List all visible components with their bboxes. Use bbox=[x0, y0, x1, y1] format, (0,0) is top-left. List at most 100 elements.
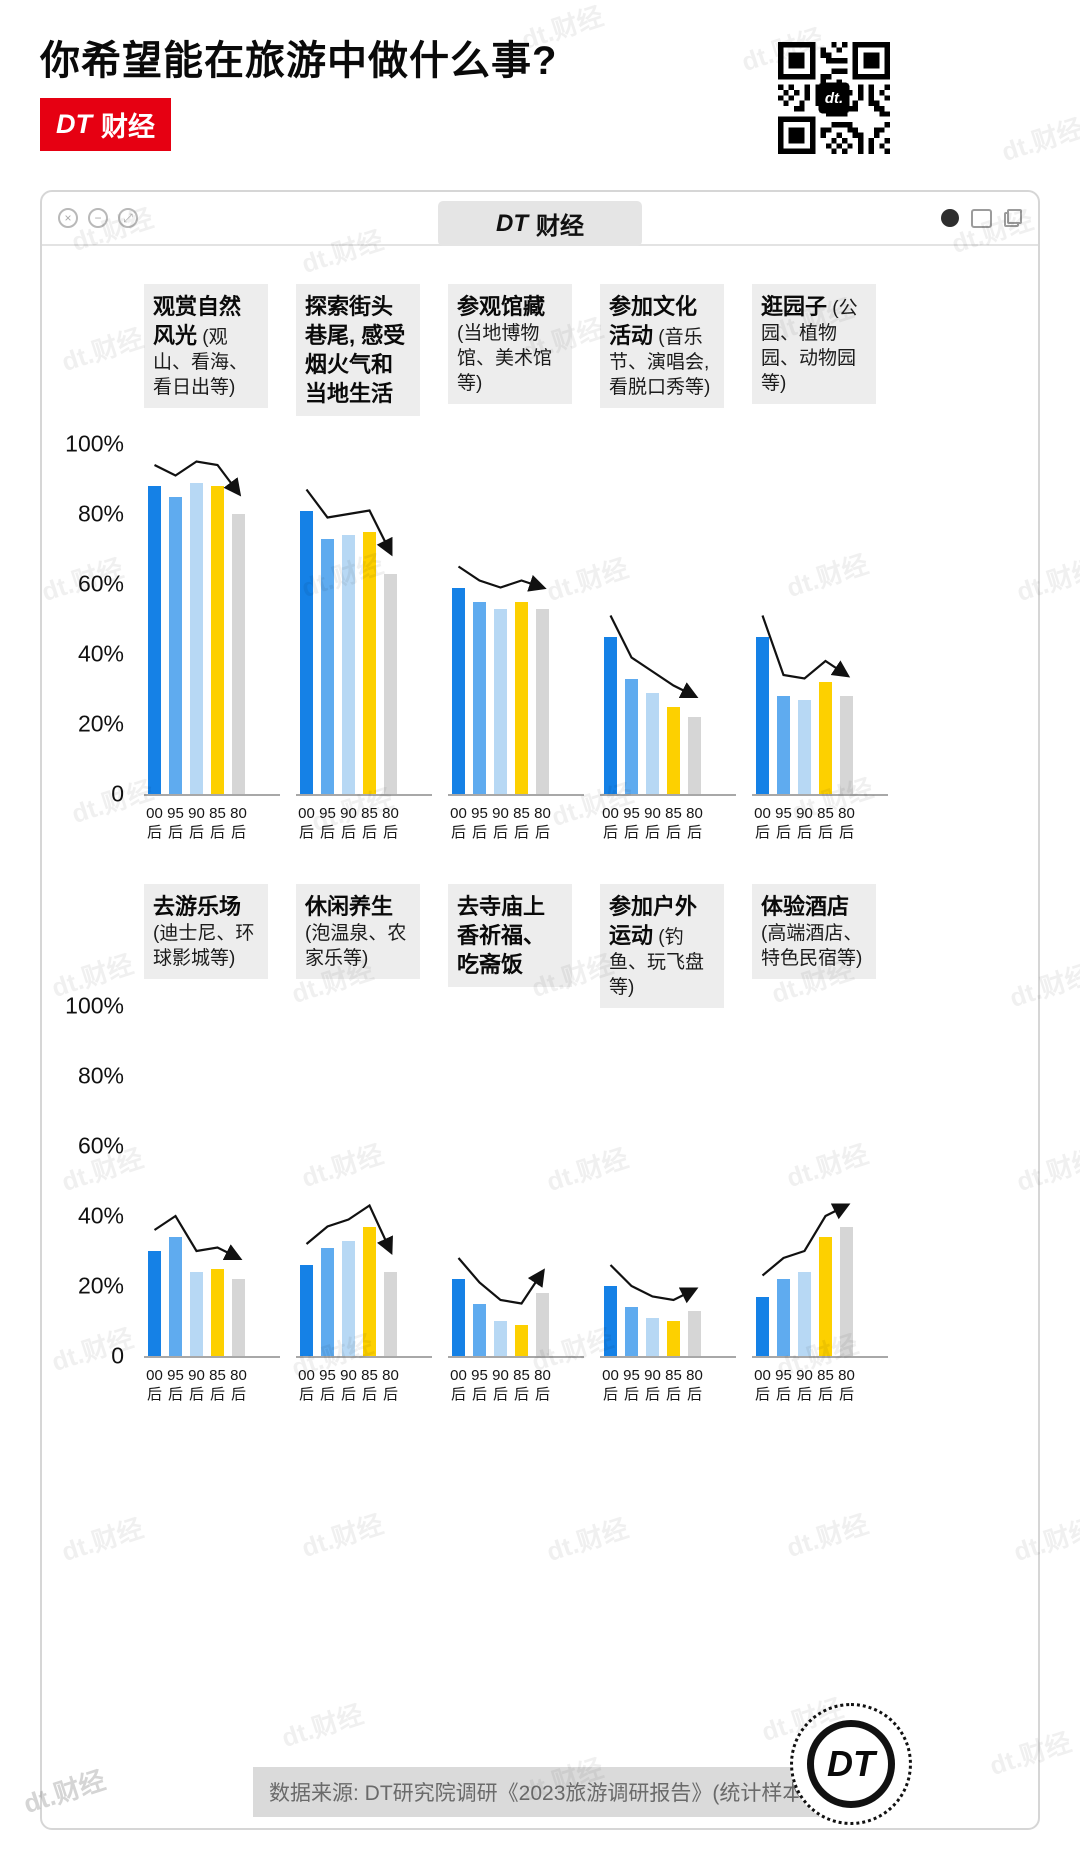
x-axis-label: 90 后 bbox=[188, 805, 205, 841]
category-name: 参加文化活动 bbox=[609, 294, 698, 349]
chart-group: 参加户外运动 (钓鱼、玩飞盘等) 00 后 95 后 90 后 85 后 80 后 bbox=[588, 884, 740, 1405]
bar-slot bbox=[359, 444, 380, 794]
bar-95后 bbox=[169, 1237, 182, 1356]
bar-slot bbox=[317, 1006, 338, 1356]
bar-plot bbox=[296, 1006, 432, 1358]
x-axis-label: 00 后 bbox=[602, 805, 619, 841]
x-axis-label: 80 后 bbox=[838, 805, 855, 841]
copy-icon[interactable] bbox=[1004, 209, 1022, 227]
bar-plot bbox=[144, 444, 280, 796]
category-desc: (音乐节、演唱会, 看脱口秀等) bbox=[609, 327, 711, 399]
x-axis-label: 85 后 bbox=[361, 1367, 378, 1403]
bar-cluster bbox=[296, 1006, 401, 1356]
y-axis-spacer bbox=[42, 284, 132, 444]
bar-00后 bbox=[604, 636, 617, 794]
bar-95后 bbox=[473, 601, 486, 794]
trend-arrow bbox=[761, 615, 851, 680]
bar-plot bbox=[296, 444, 432, 796]
group-header-zone: 去寺庙上香祈福、吃斋饭 bbox=[448, 884, 588, 1006]
bar-cluster bbox=[448, 444, 553, 794]
bar-cluster bbox=[448, 1006, 553, 1356]
bar-slot bbox=[469, 1006, 490, 1356]
x-axis-label: 95 后 bbox=[167, 1367, 184, 1403]
bar-slot bbox=[448, 444, 469, 794]
bar-80后 bbox=[232, 1279, 245, 1356]
page-title: 你希望能在旅游中做什么事? bbox=[40, 39, 558, 83]
bar-slot bbox=[532, 1006, 553, 1356]
x-axis-label: 90 后 bbox=[188, 1367, 205, 1403]
y-axis-tick: 80% bbox=[77, 1062, 124, 1089]
bar-cluster bbox=[144, 1006, 249, 1356]
trend-arrow bbox=[457, 1257, 545, 1305]
group-header-zone: 观赏自然风光 (观山、看海、看日出等) bbox=[144, 284, 284, 444]
x-axis-label: 85 后 bbox=[513, 1367, 530, 1403]
category-header: 观赏自然风光 (观山、看海、看日出等) bbox=[144, 284, 268, 409]
record-icon[interactable] bbox=[941, 209, 959, 227]
bar-slot bbox=[752, 444, 773, 794]
chart-group: 观赏自然风光 (观山、看海、看日出等) 00 后 95 后 90 后 85 后 80 后 bbox=[132, 284, 284, 843]
bar-slot bbox=[511, 1006, 532, 1356]
minimize-icon[interactable]: − bbox=[88, 208, 108, 228]
bar-00后 bbox=[300, 510, 313, 794]
x-axis-label: 00 后 bbox=[754, 1367, 771, 1403]
trend-arrow bbox=[305, 488, 393, 557]
bar-slot bbox=[684, 1006, 705, 1356]
x-axis-label: 80 后 bbox=[686, 805, 703, 841]
x-axis-label: 00 后 bbox=[450, 805, 467, 841]
y-axis-tick: 100% bbox=[65, 992, 124, 1019]
bar-slot bbox=[773, 444, 794, 794]
bar-slot bbox=[317, 444, 338, 794]
chart-group: 体验酒店 (高端酒店、特色民宿等) 00 后 95 后 90 后 85 后 80 后 bbox=[740, 884, 892, 1405]
category-header: 参观馆藏 (当地博物馆、美术馆等) bbox=[448, 284, 572, 405]
x-axis-label: 95 后 bbox=[775, 805, 792, 841]
x-axis-label: 95 后 bbox=[471, 805, 488, 841]
charts-area: 100% 80% 60% 40% 20% 0 观赏自然风光 (观山、看海、看日出等) 00 后 9… bbox=[42, 192, 1038, 1828]
close-icon[interactable]: × bbox=[58, 208, 78, 228]
bar-cluster bbox=[752, 1006, 857, 1356]
group-header-zone: 参加文化活动 (音乐节、演唱会, 看脱口秀等) bbox=[600, 284, 740, 444]
chart-group: 参观馆藏 (当地博物馆、美术馆等) 00 后 95 后 90 后 85 后 80 后 bbox=[436, 284, 588, 843]
x-axis-labels: 00 后 95 后 90 后 85 后 80 后 bbox=[296, 1367, 401, 1405]
x-axis-labels: 00 后 95 后 90 后 85 后 80 后 bbox=[448, 1367, 553, 1405]
group-header-zone: 逛园子 (公园、植物园、动物园等) bbox=[752, 284, 892, 444]
bar-slot bbox=[836, 1006, 857, 1356]
chart-row: 100% 80% 60% 40% 20% 0 观赏自然风光 (观山、看海、看日出等) 00 后 9… bbox=[42, 284, 1038, 843]
x-axis-label: 00 后 bbox=[146, 805, 163, 841]
watermark: dt.财经 bbox=[997, 112, 1080, 168]
bar-slot bbox=[359, 1006, 380, 1356]
bar-slot bbox=[642, 1006, 663, 1356]
y-axis-tick: 60% bbox=[77, 570, 124, 597]
y-axis-tick: 40% bbox=[77, 1202, 124, 1229]
chart-group: 逛园子 (公园、植物园、动物园等) 00 后 95 后 90 后 85 后 80 后 bbox=[740, 284, 892, 843]
y-axis-spacer bbox=[42, 884, 132, 1006]
app-window: × − ⤢ DT 财经 100% 80% 60% 40% 20% 0 观赏自然风光 (观山、… bbox=[40, 190, 1040, 1830]
category-name: 去寺庙上香祈福、吃斋饭 bbox=[457, 894, 546, 978]
bar-slot bbox=[794, 1006, 815, 1356]
x-axis-label: 90 后 bbox=[340, 805, 357, 841]
window-title-dt: DT bbox=[496, 209, 528, 237]
bar-slot bbox=[752, 1006, 773, 1356]
bar-slot bbox=[165, 1006, 186, 1356]
category-desc: (公园、植物园、动物园等) bbox=[761, 298, 858, 395]
trend-arrow bbox=[305, 1203, 393, 1255]
bar-slot bbox=[469, 444, 490, 794]
x-axis-labels: 00 后 95 后 90 后 85 后 80 后 bbox=[448, 805, 553, 843]
bar-95后 bbox=[473, 1303, 486, 1356]
bar-85后 bbox=[211, 1268, 224, 1356]
bar-85后 bbox=[819, 682, 832, 794]
window-controls: × − ⤢ bbox=[58, 208, 138, 228]
bar-85后 bbox=[515, 1324, 528, 1356]
bar-90后 bbox=[798, 1272, 811, 1356]
expand-icon[interactable]: ⤢ bbox=[118, 208, 138, 228]
titlebar-icons bbox=[941, 208, 1022, 228]
x-axis-labels: 00 后 95 后 90 后 85 后 80 后 bbox=[296, 805, 401, 843]
bar-85后 bbox=[667, 706, 680, 794]
x-axis-label: 95 后 bbox=[775, 1367, 792, 1403]
x-axis-label: 95 后 bbox=[471, 1367, 488, 1403]
bar-90后 bbox=[190, 1272, 203, 1356]
bar-slot bbox=[338, 444, 359, 794]
bar-00后 bbox=[148, 1251, 161, 1356]
bar-95后 bbox=[321, 538, 334, 794]
bar-90后 bbox=[342, 535, 355, 794]
frame-icon[interactable] bbox=[971, 208, 992, 228]
